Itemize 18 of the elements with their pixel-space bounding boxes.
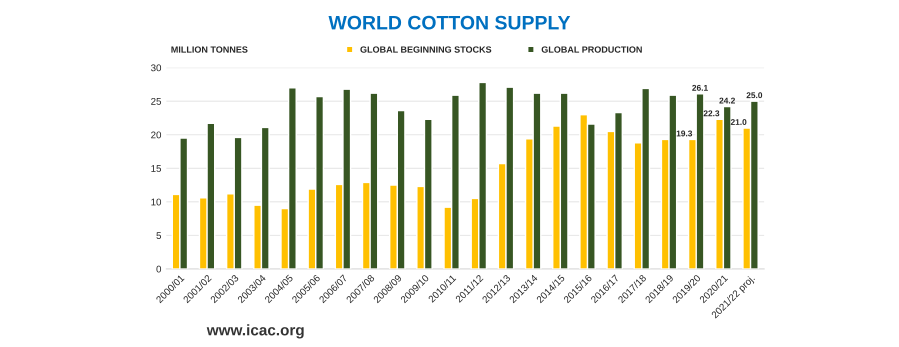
legend-label: GLOBAL BEGINNING STOCKS [360, 46, 492, 53]
y-axis-title: MILLION TONNES [171, 46, 248, 53]
y-tick-label: 10 [151, 198, 162, 206]
data-label: 26.1 [692, 84, 708, 91]
text: www.icac.org [206, 324, 304, 339]
data-label: 24.2 [719, 98, 735, 104]
chart-title: WORLD COTTON SUPPLY [328, 16, 570, 30]
data-label: 19.3 [676, 130, 692, 136]
y-tick-label: 30 [151, 64, 162, 72]
data-label: 25.0 [746, 92, 762, 98]
data-label: 21.0 [730, 119, 746, 126]
data-label: 22.3 [704, 110, 720, 116]
y-tick-label: 5 [156, 232, 162, 239]
y-tick-label: 25 [151, 98, 162, 105]
legend-label: GLOBAL PRODUCTION [542, 46, 642, 53]
y-tick-label: 15 [151, 165, 162, 172]
y-tick-label: 20 [151, 131, 162, 138]
y-tick-label: 0 [156, 266, 162, 273]
